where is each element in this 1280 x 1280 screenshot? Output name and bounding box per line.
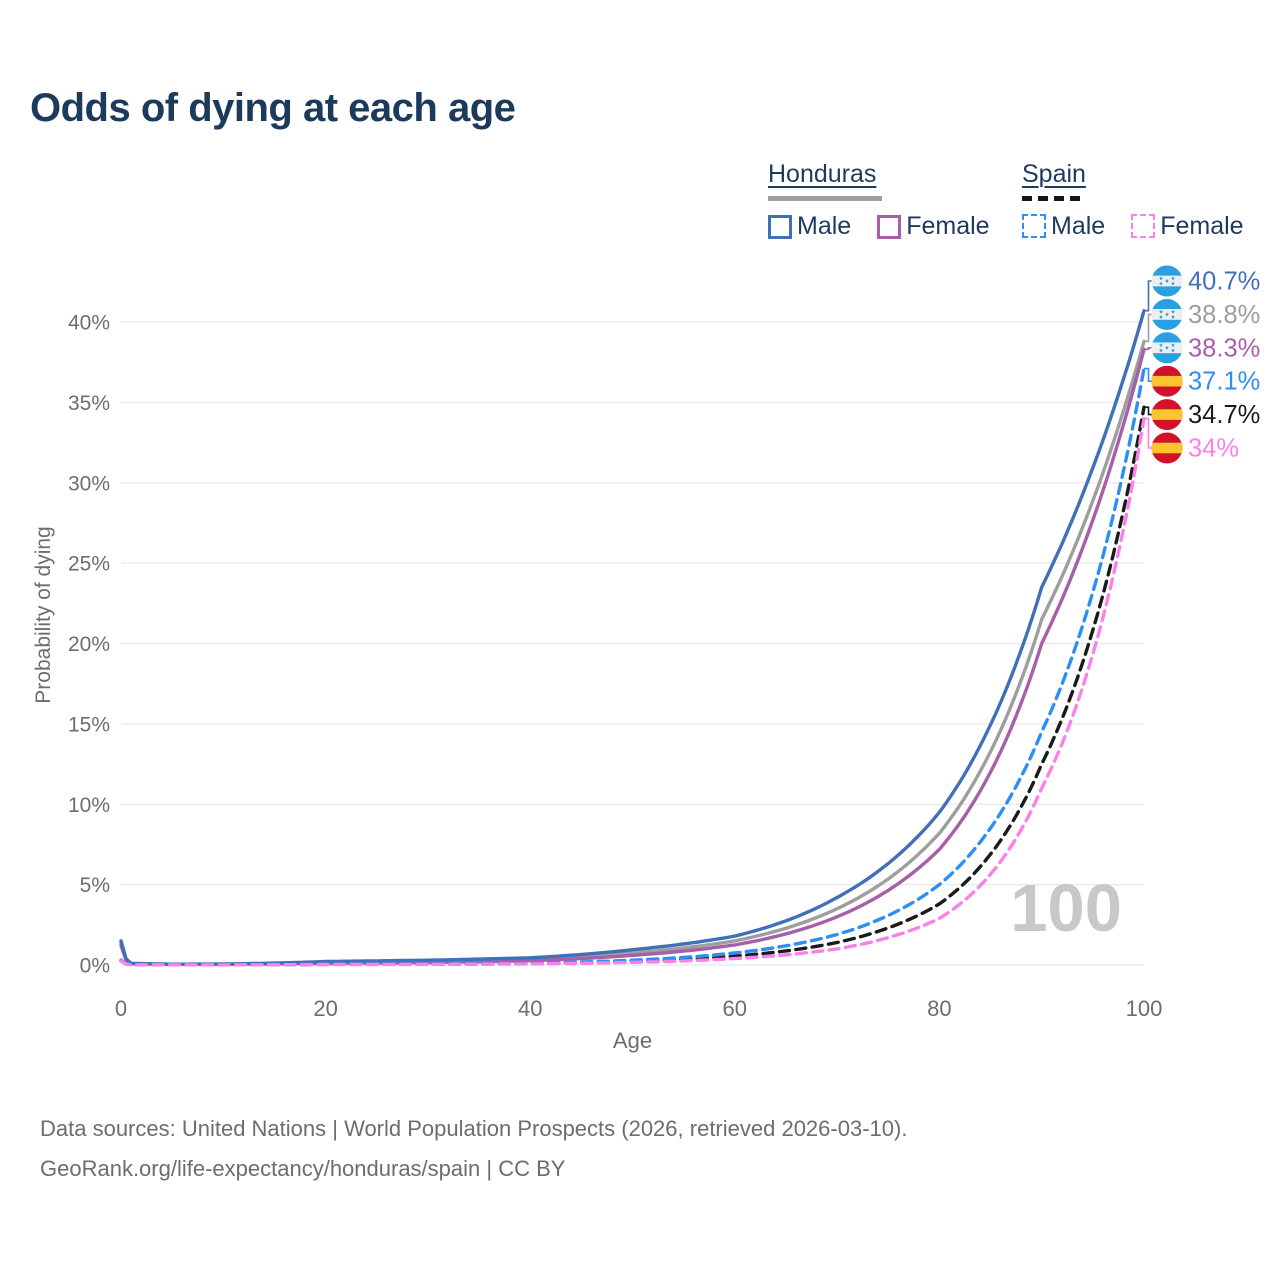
flag-honduras-icon xyxy=(1151,298,1183,330)
legend-item-spain-male[interactable]: Male xyxy=(1022,212,1105,241)
x-tick-label-80: 80 xyxy=(927,996,951,1021)
age-counter-watermark: 100 xyxy=(1010,871,1122,946)
y-tick-label-25: 25% xyxy=(68,553,110,576)
page-title: Odds of dying at each age xyxy=(30,86,516,130)
end-label-connector-1 xyxy=(1144,313,1152,343)
y-tick-label-35: 35% xyxy=(68,392,110,415)
end-label-connector-0 xyxy=(1144,280,1152,312)
honduras-female-checkbox-icon[interactable] xyxy=(877,214,902,239)
end-label-value-3: 37.1% xyxy=(1188,368,1260,396)
x-tick-label-60: 60 xyxy=(723,996,747,1021)
series-line-spain-female xyxy=(119,416,1146,967)
legend-label-spain-male: Male xyxy=(1051,211,1106,240)
end-label-connector-4 xyxy=(1144,406,1152,416)
spain-all-line-swatch xyxy=(1022,196,1084,201)
x-tick-label-20: 20 xyxy=(313,996,337,1021)
honduras-all-line-swatch xyxy=(768,196,882,201)
x-axis-title: Age xyxy=(612,1028,653,1053)
spain-male-checkbox-icon[interactable] xyxy=(1022,214,1046,238)
footer: Data sources: United Nations | World Pop… xyxy=(40,1109,907,1189)
end-label-value-4: 34.7% xyxy=(1188,401,1260,429)
legend-group-spain: Spain Male Female xyxy=(1022,160,1244,241)
end-label-connector-3 xyxy=(1144,367,1152,382)
footer-attribution-line: GeoRank.org/life-expectancy/honduras/spa… xyxy=(40,1156,566,1181)
legend-label-honduras-female: Female xyxy=(906,212,990,240)
legend-label-spain-female: Female xyxy=(1160,211,1244,240)
y-axis-title: Probability of dying xyxy=(32,526,55,704)
flag-honduras-icon xyxy=(1151,265,1183,297)
y-tick-label-30: 30% xyxy=(68,472,110,495)
y-tick-label-5: 5% xyxy=(80,874,110,897)
x-tick-label-0: 0 xyxy=(115,996,127,1021)
footer-sources-line: Data sources: United Nations | World Pop… xyxy=(40,1116,908,1141)
y-tick-label-15: 15% xyxy=(68,713,110,736)
flag-spain-icon xyxy=(1151,399,1183,431)
legend-item-honduras-male[interactable]: Male xyxy=(768,212,851,241)
legend-honduras-items: Male Female xyxy=(768,212,990,241)
x-tick-label-100: 100 xyxy=(1126,996,1163,1021)
flag-honduras-icon xyxy=(1151,332,1183,364)
end-label-value-1: 38.8% xyxy=(1188,301,1260,329)
legend-spain-items: Male Female xyxy=(1022,212,1244,241)
x-tick-label-40: 40 xyxy=(518,996,542,1021)
y-tick-label-0: 0% xyxy=(80,955,110,978)
legend-item-spain-female[interactable]: Female xyxy=(1131,211,1244,241)
legend-group-honduras: Honduras Male Female xyxy=(768,160,990,241)
y-tick-label-40: 40% xyxy=(68,312,110,335)
series-line-honduras-male xyxy=(119,309,1146,966)
flag-spain-icon xyxy=(1151,365,1183,397)
end-label-value-5: 34% xyxy=(1188,435,1239,463)
y-tick-label-20: 20% xyxy=(68,633,110,656)
honduras-male-checkbox-icon[interactable] xyxy=(768,214,792,239)
y-tick-label-10: 10% xyxy=(68,794,110,817)
spain-female-checkbox-icon[interactable] xyxy=(1131,214,1156,238)
legend-honduras-title: Honduras xyxy=(768,160,877,188)
legend-label-honduras-male: Male xyxy=(797,212,852,240)
end-label-connector-2 xyxy=(1144,347,1152,351)
flag-spain-icon xyxy=(1151,432,1183,464)
end-label-connector-5 xyxy=(1144,417,1152,449)
end-label-value-0: 40.7% xyxy=(1188,268,1260,296)
legend-spain-title: Spain xyxy=(1022,160,1086,188)
legend-item-honduras-female[interactable]: Female xyxy=(877,212,990,241)
end-label-value-2: 38.3% xyxy=(1188,334,1260,362)
